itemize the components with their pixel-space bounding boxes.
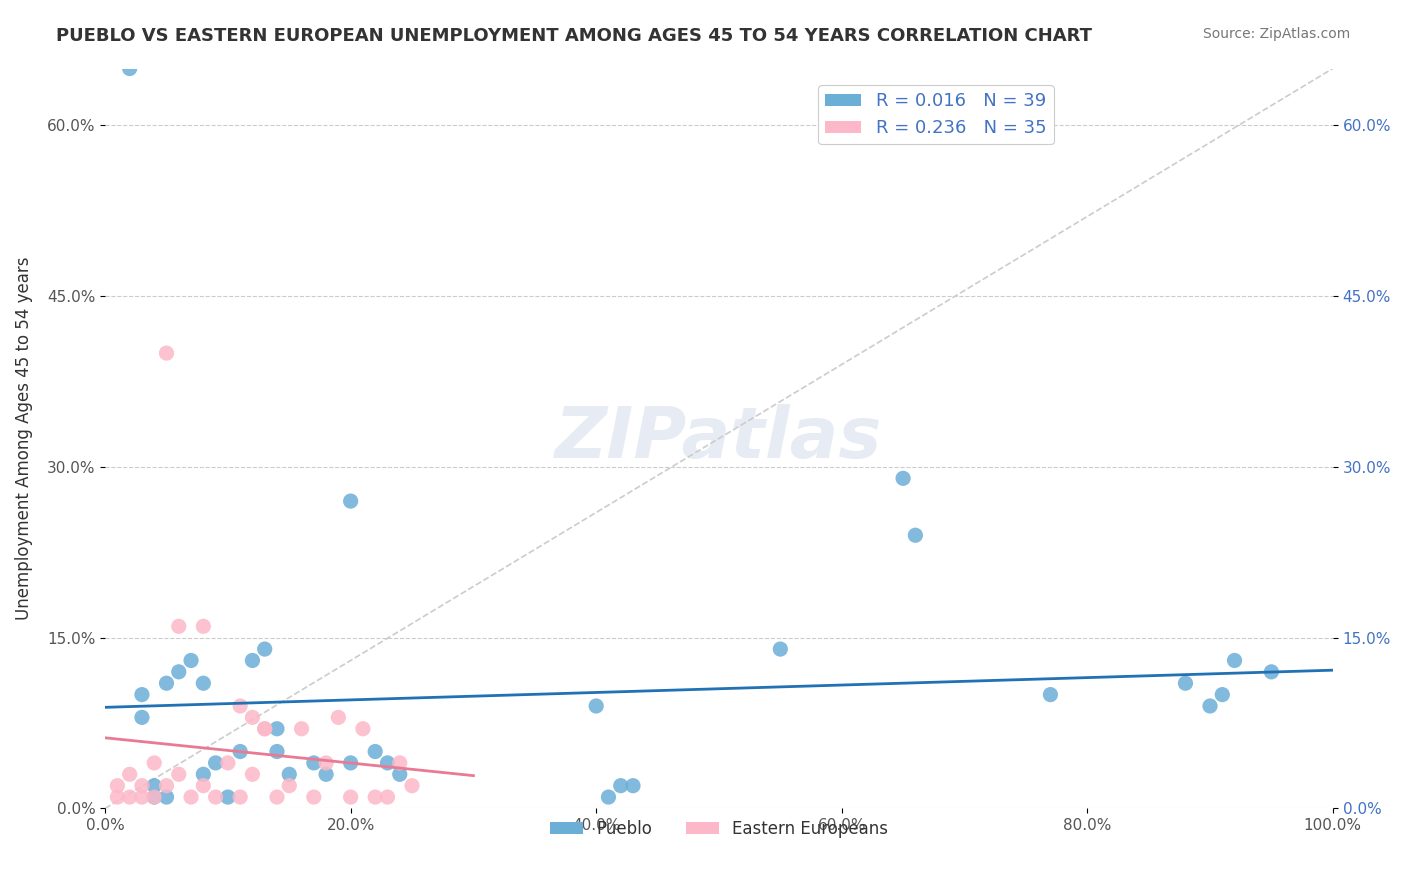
Point xyxy=(266,722,288,736)
Point xyxy=(217,756,239,770)
Point xyxy=(401,779,423,793)
Point xyxy=(621,779,644,793)
Text: ZIPatlas: ZIPatlas xyxy=(555,404,883,473)
Point xyxy=(253,642,276,657)
Point xyxy=(155,676,177,690)
Legend: Pueblo, Eastern Europeans: Pueblo, Eastern Europeans xyxy=(543,814,894,845)
Point xyxy=(1211,688,1233,702)
Point xyxy=(180,790,202,805)
Point xyxy=(193,619,215,633)
Point xyxy=(904,528,927,542)
Point xyxy=(315,756,337,770)
Point xyxy=(118,790,141,805)
Point xyxy=(609,779,631,793)
Point xyxy=(891,471,914,485)
Point xyxy=(118,62,141,76)
Point xyxy=(278,779,301,793)
Point xyxy=(155,790,177,805)
Point xyxy=(204,756,226,770)
Point xyxy=(193,779,215,793)
Point xyxy=(388,756,411,770)
Text: Source: ZipAtlas.com: Source: ZipAtlas.com xyxy=(1202,27,1350,41)
Point xyxy=(193,676,215,690)
Point xyxy=(105,779,128,793)
Point xyxy=(364,745,387,759)
Point xyxy=(105,790,128,805)
Point xyxy=(143,779,166,793)
Point xyxy=(769,642,792,657)
Point xyxy=(1039,688,1062,702)
Point xyxy=(339,494,361,508)
Point xyxy=(217,790,239,805)
Point xyxy=(302,790,325,805)
Point xyxy=(266,790,288,805)
Point xyxy=(118,767,141,781)
Point xyxy=(131,779,153,793)
Point xyxy=(377,756,399,770)
Point xyxy=(253,722,276,736)
Point xyxy=(1223,653,1246,667)
Point xyxy=(328,710,350,724)
Point xyxy=(131,688,153,702)
Point xyxy=(1199,698,1222,713)
Point xyxy=(352,722,374,736)
Point xyxy=(131,710,153,724)
Point xyxy=(388,767,411,781)
Point xyxy=(253,722,276,736)
Point xyxy=(167,665,190,679)
Point xyxy=(1260,665,1282,679)
Point xyxy=(585,698,607,713)
Point xyxy=(377,790,399,805)
Text: PUEBLO VS EASTERN EUROPEAN UNEMPLOYMENT AMONG AGES 45 TO 54 YEARS CORRELATION CH: PUEBLO VS EASTERN EUROPEAN UNEMPLOYMENT … xyxy=(56,27,1092,45)
Point xyxy=(229,698,252,713)
Point xyxy=(143,790,166,805)
Point xyxy=(155,779,177,793)
Point xyxy=(229,745,252,759)
Point xyxy=(167,619,190,633)
Point xyxy=(598,790,620,805)
Point xyxy=(315,767,337,781)
Point xyxy=(364,790,387,805)
Point xyxy=(266,745,288,759)
Point xyxy=(155,346,177,360)
Point xyxy=(167,767,190,781)
Point xyxy=(278,767,301,781)
Point xyxy=(242,710,264,724)
Point xyxy=(204,790,226,805)
Point xyxy=(180,653,202,667)
Point xyxy=(143,756,166,770)
Point xyxy=(242,653,264,667)
Y-axis label: Unemployment Among Ages 45 to 54 years: Unemployment Among Ages 45 to 54 years xyxy=(15,257,32,620)
Point xyxy=(339,790,361,805)
Point xyxy=(1174,676,1197,690)
Point xyxy=(242,767,264,781)
Point xyxy=(302,756,325,770)
Point xyxy=(229,790,252,805)
Point xyxy=(193,767,215,781)
Point xyxy=(339,756,361,770)
Point xyxy=(290,722,312,736)
Point xyxy=(143,790,166,805)
Point xyxy=(131,790,153,805)
